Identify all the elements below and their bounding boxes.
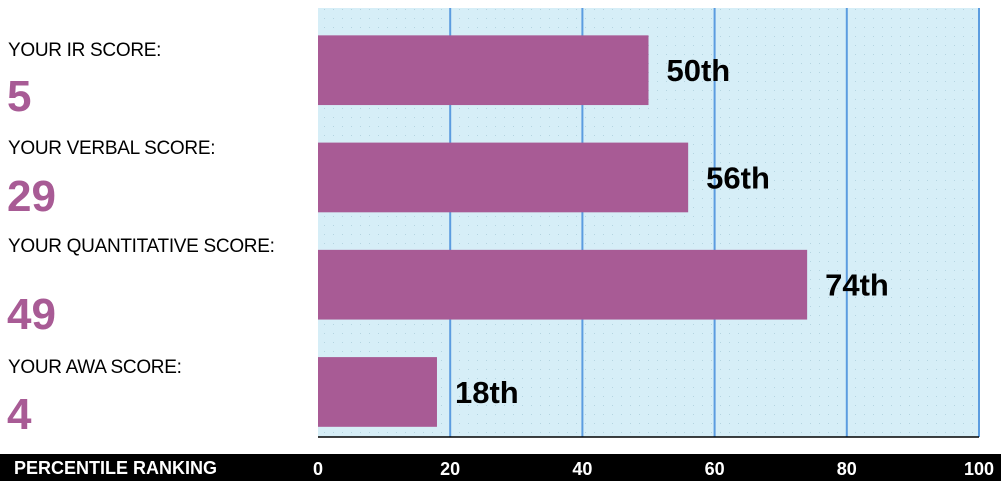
bar-label-ir: 50th (667, 53, 731, 88)
plot-background (318, 8, 979, 437)
verbal-score-value: 29 (7, 172, 56, 221)
awa-score-label: YOUR AWA SCORE: (8, 357, 182, 378)
bar-verbal (318, 142, 689, 213)
bar-data-labels: 50th 56th 74th 18th (455, 53, 889, 410)
gridlines (318, 8, 980, 438)
x-axis-footer: PERCENTILE RANKING (0, 454, 1001, 481)
plot-area (318, 8, 979, 437)
ir-score-value: 5 (7, 72, 32, 121)
ir-score-label: YOUR IR SCORE: (8, 40, 162, 61)
bar-label-awa: 18th (455, 375, 519, 410)
bar-label-verbal: 56th (706, 160, 770, 195)
x-axis-title: PERCENTILE RANKING (14, 458, 218, 478)
quantitative-score-label: YOUR QUANTITATIVE SCORE: (8, 236, 275, 257)
bar-ir (318, 35, 649, 106)
quantitative-score-value: 49 (7, 290, 56, 339)
bar-quantitative (318, 249, 808, 320)
bar-label-quantitative: 74th (825, 268, 889, 303)
bar-awa (318, 357, 437, 427)
bars (318, 35, 808, 427)
plot-dot-texture (318, 8, 979, 437)
verbal-score-label: YOUR VERBAL SCORE: (8, 138, 216, 159)
awa-score-value: 4 (7, 390, 32, 439)
